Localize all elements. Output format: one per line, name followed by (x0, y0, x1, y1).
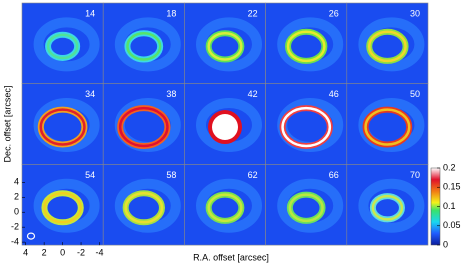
y-tick-label: -4 (11, 236, 19, 246)
emission-ring (126, 32, 162, 61)
emission-ring (43, 191, 83, 224)
x-axis-label: R.A. offset [arcsec] (193, 252, 269, 262)
x-tick-label: 2 (42, 247, 47, 257)
beam (26, 232, 36, 240)
channel-label: 50 (410, 89, 420, 99)
colorbar-tick-label: 0.1 (443, 201, 456, 211)
channel-label: 34 (85, 89, 95, 99)
y-tick-label: 0 (14, 207, 19, 217)
halo (114, 17, 181, 72)
channel-label: 42 (248, 89, 258, 99)
halo (114, 178, 181, 233)
emission-ring (124, 191, 164, 224)
colorbar-tick-label: 0 (443, 239, 448, 249)
halo (196, 178, 262, 233)
colorbar-tick-label: 0.2 (443, 162, 456, 172)
channel-label: 66 (329, 170, 339, 180)
x-tick-label: -2 (77, 247, 85, 257)
channel-label: 54 (85, 170, 95, 180)
colorbar-tick-label: 0.05 (443, 220, 461, 230)
halo (358, 17, 425, 72)
emission-ring (371, 194, 404, 221)
emission-ring (367, 30, 407, 63)
emission-ring (46, 33, 79, 60)
channel-label: 26 (329, 8, 339, 18)
emission-ring (364, 108, 411, 146)
y-tick-label: 4 (14, 177, 19, 187)
halo (196, 98, 262, 153)
channel-label: 58 (166, 170, 176, 180)
y-axis-label: Dec. offset [arcsec] (2, 86, 12, 163)
x-tick-label: 0 (60, 247, 65, 257)
halo (33, 17, 100, 72)
halo (196, 17, 262, 72)
y-tick-label: -2 (11, 222, 19, 232)
halo (277, 178, 344, 233)
channel-label: 22 (248, 8, 258, 18)
halo (277, 17, 344, 72)
channel-label: 70 (410, 170, 420, 180)
x-tick-label: -4 (96, 247, 104, 257)
channel-label: 30 (410, 8, 420, 18)
emission-ring (39, 108, 86, 146)
channel-label: 62 (248, 170, 258, 180)
colorbar-tick-label: 0.15 (443, 182, 461, 192)
emission-ring (207, 32, 243, 61)
channel-label: 18 (166, 8, 176, 18)
halo (33, 178, 100, 233)
channel-label: 46 (329, 89, 339, 99)
emission (212, 114, 238, 141)
channel-label: 38 (166, 89, 176, 99)
emission-ring (286, 30, 326, 63)
y-tick-label: 2 (14, 192, 19, 202)
emission-ring (281, 106, 332, 148)
channel-label: 14 (85, 8, 95, 18)
halo (358, 178, 425, 233)
emission-ring (288, 193, 324, 223)
x-tick-label: 4 (23, 247, 28, 257)
emission-ring (207, 193, 243, 223)
emission-ring (118, 106, 169, 148)
